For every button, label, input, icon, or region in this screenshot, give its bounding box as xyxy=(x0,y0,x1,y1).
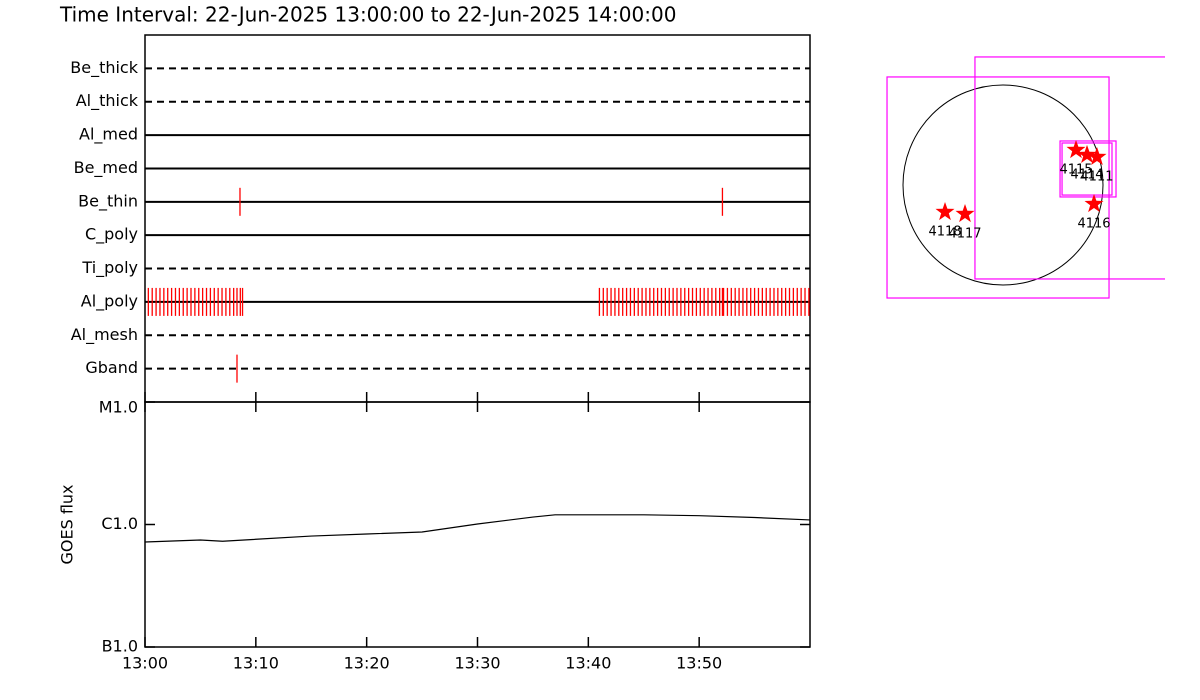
ar-marker xyxy=(1066,140,1086,159)
ar-marker xyxy=(955,204,975,223)
solar-disk xyxy=(902,84,1104,286)
ar-label: 4118 xyxy=(928,224,961,239)
ar-label: 4117 xyxy=(948,226,981,241)
ar-label: 4114 xyxy=(1070,167,1103,182)
row-label: C_poly xyxy=(85,225,138,245)
ar-marker xyxy=(1084,194,1104,213)
goes-line xyxy=(144,514,811,543)
row-label: Be_thick xyxy=(70,58,138,78)
y-tick-label: B1.0 xyxy=(102,637,138,656)
row-label: Be_med xyxy=(74,158,138,178)
x-tick-label: 13:20 xyxy=(344,654,390,673)
x-tick-label: 13:30 xyxy=(454,654,500,673)
ar-label: 4111 xyxy=(1080,169,1113,184)
y-tick-label: C1.0 xyxy=(101,514,138,533)
x-tick-label: 13:00 xyxy=(122,654,168,673)
x-tick-label: 13:40 xyxy=(565,654,611,673)
row-label: Be_thin xyxy=(78,191,138,211)
x-tick-label: 13:10 xyxy=(233,654,279,673)
y-tick-label: M1.0 xyxy=(99,398,138,417)
row-label: Al_thick xyxy=(76,91,139,111)
row-label: Gband xyxy=(85,358,138,377)
y-axis-label: GOES flux xyxy=(58,484,77,564)
row-label: Ti_poly xyxy=(81,258,138,278)
ar-marker xyxy=(1077,144,1097,163)
fov-box xyxy=(1059,140,1117,198)
row-label: Al_mesh xyxy=(71,325,138,345)
x-tick-label: 13:50 xyxy=(676,654,722,673)
ar-marker xyxy=(935,202,955,221)
ar-marker xyxy=(1087,147,1107,165)
ar-label: 4116 xyxy=(1077,217,1110,232)
ar-label: 4115 xyxy=(1059,162,1092,177)
timeline-frame xyxy=(144,34,811,403)
row-label: Al_med xyxy=(79,125,138,145)
fov-box xyxy=(1061,142,1113,196)
fov-box xyxy=(886,76,1110,299)
fov-box xyxy=(974,56,1165,280)
title: Time Interval: 22-Jun-2025 13:00:00 to 2… xyxy=(59,3,676,27)
row-label: Al_poly xyxy=(81,291,138,311)
